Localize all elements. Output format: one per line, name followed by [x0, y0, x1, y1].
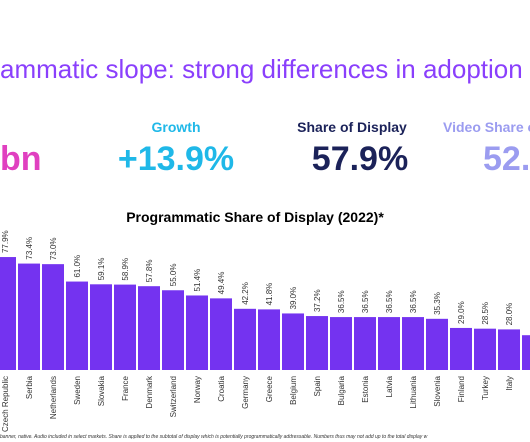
x-tick-label: Spain — [313, 376, 322, 396]
bar — [450, 327, 472, 370]
value-label: 51.4% — [193, 269, 202, 292]
value-label: 35.3% — [433, 292, 442, 315]
kpi-label: Growth — [152, 119, 201, 135]
value-label: 36.5% — [337, 290, 346, 313]
bar — [114, 284, 136, 370]
kpi-value: 52. — [483, 140, 530, 178]
slide-title: ammatic slope: strong differences in ado… — [0, 54, 523, 84]
value-label: 37.2% — [313, 289, 322, 312]
bar — [138, 286, 160, 370]
bar — [378, 317, 400, 370]
x-tick-label: Italy — [505, 376, 514, 391]
bar — [0, 257, 16, 370]
bar — [42, 264, 64, 370]
x-tick-label: Denmark — [145, 375, 154, 408]
value-label: 42.2% — [241, 282, 250, 305]
footnote: banner, native. Audio included in select… — [0, 434, 428, 440]
value-label: 36.5% — [385, 290, 394, 313]
x-tick-label: Netherlands — [49, 376, 58, 419]
value-label: 49.4% — [217, 272, 226, 295]
value-label: 28.5% — [481, 302, 490, 325]
value-label: 55.0% — [169, 264, 178, 287]
bar — [354, 317, 376, 370]
x-tick-label: Estonia — [361, 375, 370, 402]
bar — [498, 329, 520, 370]
x-tick-label: Slovenia — [433, 375, 442, 406]
value-label: 58.9% — [121, 258, 130, 281]
x-tick-label: Finland — [457, 376, 466, 402]
bar — [258, 309, 280, 370]
value-label: 41.8% — [265, 283, 274, 306]
x-tick-label: France — [121, 375, 130, 400]
bar — [402, 317, 424, 370]
bar — [234, 308, 256, 370]
bar — [282, 313, 304, 370]
x-tick-label: Belgium — [289, 376, 298, 405]
bar — [210, 298, 232, 370]
x-tick-label: Bulgaria — [337, 375, 346, 405]
bar — [474, 328, 496, 370]
x-tick-label: Sweden — [73, 376, 82, 405]
value-label: 73.4% — [25, 237, 34, 260]
x-tick-label: Lithuania — [409, 375, 418, 408]
bar — [162, 290, 184, 370]
value-label: 59.1% — [97, 258, 106, 281]
bar — [306, 316, 328, 370]
x-tick-label: Turkey — [481, 376, 490, 400]
kpi-value: +13.9% — [118, 140, 234, 178]
x-tick-label: Norway — [193, 376, 202, 403]
x-tick-label: Slovakia — [97, 375, 106, 406]
chart-title: Programmatic Share of Display (2022)* — [126, 209, 384, 225]
value-label: 57.8% — [145, 260, 154, 283]
bar — [426, 318, 448, 370]
value-label: 36.5% — [361, 290, 370, 313]
value-label: 39.0% — [289, 287, 298, 310]
value-label: 36.5% — [409, 290, 418, 313]
kpi-value: 57.9% — [312, 140, 408, 178]
kpi-value: bn — [0, 140, 42, 178]
value-label: 29.0% — [457, 301, 466, 324]
x-tick-label: Czech Republic — [1, 376, 10, 432]
value-label: 73.0% — [49, 237, 58, 260]
bar — [186, 295, 208, 370]
value-label: 61.0% — [73, 255, 82, 278]
kpi-label: Share of Display — [297, 119, 407, 135]
bar — [90, 284, 112, 370]
bar — [330, 317, 352, 370]
value-label: 77.9% — [1, 230, 10, 253]
x-tick-label: Croatia — [217, 375, 226, 401]
bar — [522, 335, 530, 370]
kpi-label: Video Share of — [443, 119, 530, 135]
value-label: 28.0% — [505, 303, 514, 326]
bar — [66, 281, 88, 370]
x-tick-label: Latvia — [385, 375, 394, 397]
x-tick-label: Serbia — [25, 375, 34, 399]
x-tick-label: Germany — [241, 376, 250, 409]
x-tick-label: Switzerland — [169, 376, 178, 417]
bar — [18, 263, 40, 370]
x-tick-label: Greece — [265, 375, 274, 402]
